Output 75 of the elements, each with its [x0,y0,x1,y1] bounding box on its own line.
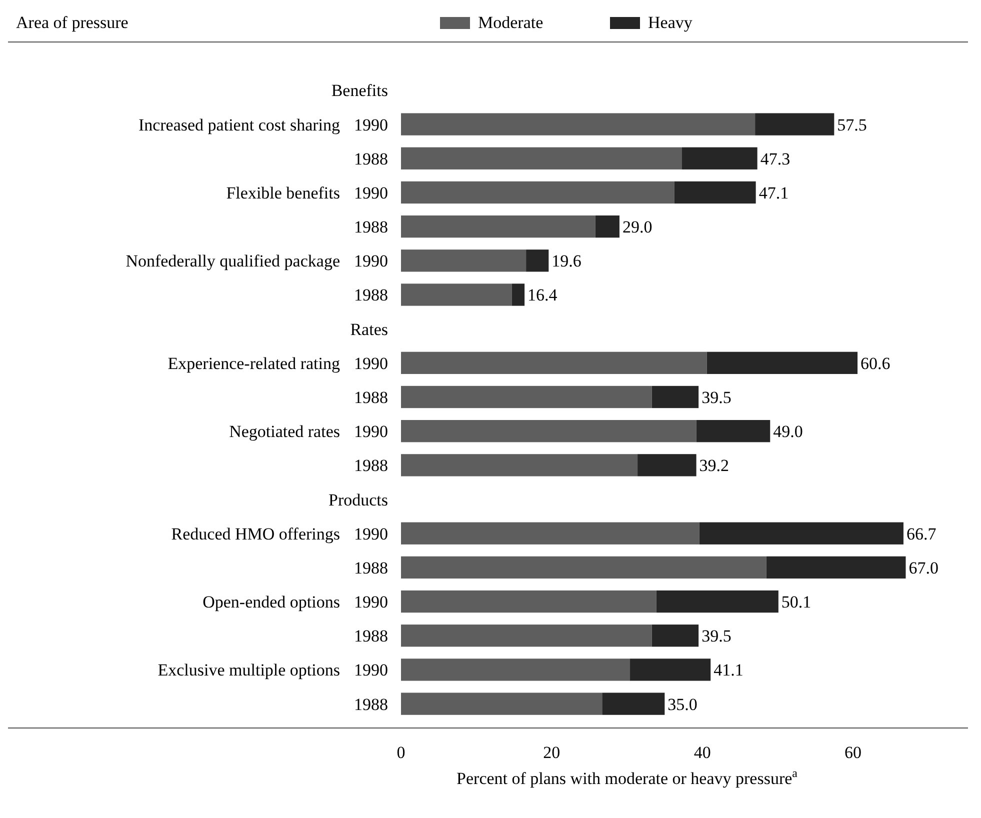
y-tick-label: Reduced HMO offerings 1990 [171,524,388,544]
y-tick-label: 1988 [354,626,388,646]
total-label: 41.1 [714,660,744,680]
bar [595,215,620,238]
bar [401,454,638,476]
bar [696,420,770,442]
bar [766,556,906,579]
x-tick-label: 60 [844,743,862,762]
bar [602,692,665,715]
bar [630,658,711,681]
x-tick-label: 0 [396,743,406,762]
total-label: 39.5 [702,626,732,646]
x-tick-label: 40 [694,743,711,762]
bar [706,352,858,374]
total-label: 60.6 [860,354,890,373]
y-tick-label: Flexible benefits 1990 [226,183,388,202]
total-label: 47.3 [760,149,790,168]
bar [652,624,699,647]
total-label: 29.0 [622,218,652,237]
bar [401,556,766,579]
bar [401,420,696,442]
bar [526,250,549,272]
y-tick-label: Negotiated rates 1990 [229,422,388,442]
bar [401,113,756,136]
total-label: 66.7 [906,524,937,544]
bar [512,284,525,306]
total-label: 19.6 [552,252,582,271]
bar [401,181,674,204]
bar [401,352,707,374]
bar [755,113,834,136]
bar [401,692,602,715]
bar [674,181,756,204]
bar [401,624,652,647]
bar [401,522,700,544]
bar [682,147,758,170]
y-tick-label: 1988 [354,286,388,305]
total-label: 39.5 [702,388,732,407]
bar [401,215,596,238]
total-label: 47.1 [758,183,789,202]
y-tick-label: 1988 [354,694,388,714]
y-tick-label: 1988 [354,218,388,237]
bar [401,590,656,613]
total-label: 35.0 [668,694,698,714]
total-label: 49.0 [773,422,803,442]
bar [401,147,682,170]
total-label: 67.0 [908,558,938,578]
y-tick-label: Rates [350,320,388,339]
bar [401,250,526,272]
y-tick-label: Exclusive multiple options 1990 [158,660,388,680]
total-label: 16.4 [528,286,558,305]
y-axis-title: Area of pressure [16,13,128,32]
bar [638,454,696,476]
total-label: 57.5 [837,115,867,134]
x-axis-title: Percent of plans with moderate or heavy pressure$^{a}$ [456,766,798,788]
y-tick-label: Experience-related rating 1990 [168,354,388,373]
y-tick-label: 1988 [354,388,388,407]
y-tick-label: Increased patient cost sharing 1990 [138,115,388,134]
y-tick-label: Nonfederally qualified package 1990 [126,252,388,271]
bar [652,386,699,408]
bar [699,522,904,544]
y-tick-label: 1988 [354,456,388,476]
bar [656,590,778,613]
bar [401,386,652,408]
total-label: 50.1 [781,592,812,612]
legend-label: Moderate [478,13,544,32]
y-tick-label: 1988 [354,558,388,578]
legend-label: Heavy [648,13,693,32]
y-tick-label: Benefits [331,81,388,100]
bar [401,284,512,306]
y-tick-label: 1988 [354,149,388,168]
x-tick-label: 20 [543,743,560,762]
bar [401,658,630,681]
total-label: 39.2 [699,456,730,476]
y-tick-label: Open-ended options 1990 [202,592,388,612]
y-tick-label: Products [328,490,388,510]
